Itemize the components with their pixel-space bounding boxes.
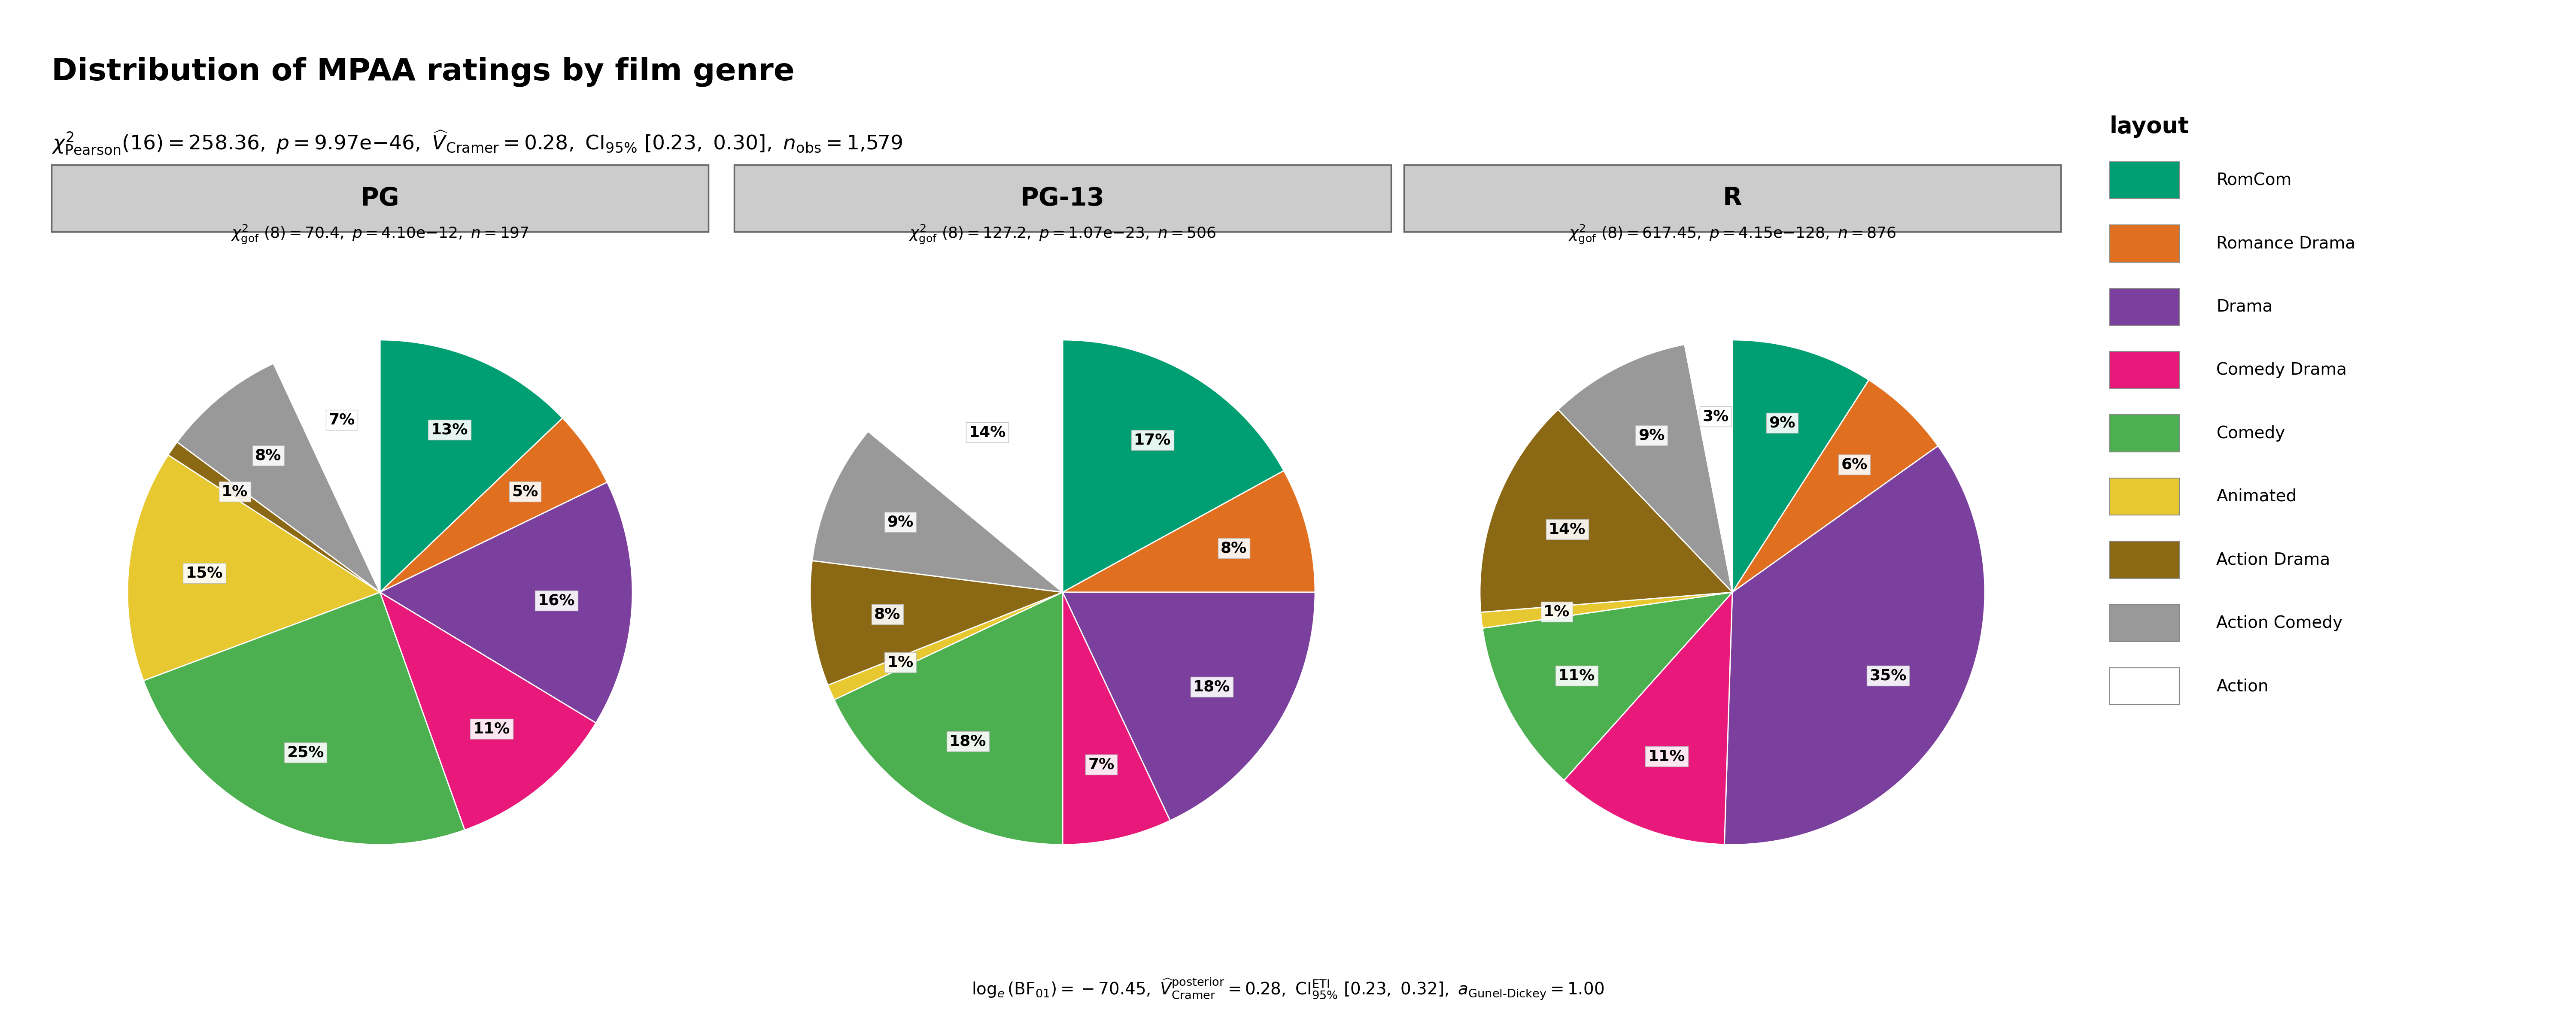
Bar — [2110, 415, 2179, 452]
Wedge shape — [379, 340, 562, 592]
Wedge shape — [273, 340, 381, 592]
Wedge shape — [868, 340, 1064, 592]
Text: PG: PG — [361, 186, 399, 210]
Bar — [2110, 288, 2179, 325]
Text: 18%: 18% — [1193, 680, 1231, 694]
Bar — [2110, 541, 2179, 578]
Text: 13%: 13% — [430, 422, 469, 437]
Text: PG-13: PG-13 — [1020, 186, 1105, 210]
Wedge shape — [811, 560, 1061, 685]
Bar — [2110, 667, 2179, 705]
Wedge shape — [835, 592, 1061, 845]
Wedge shape — [1481, 592, 1731, 628]
Text: 7%: 7% — [1087, 757, 1115, 771]
Wedge shape — [1558, 344, 1731, 592]
Bar — [2110, 351, 2179, 388]
Text: Action Comedy: Action Comedy — [2215, 615, 2342, 631]
Text: Action Drama: Action Drama — [2215, 552, 2331, 568]
Text: $\chi^2_{\mathregular{Pearson}}(16) = 258.36,$$\ p = 9.97\mathregular{e}{-46},$$: $\chi^2_{\mathregular{Pearson}}(16) = 25… — [52, 129, 902, 156]
Text: 14%: 14% — [1548, 522, 1587, 537]
Text: 1%: 1% — [222, 484, 247, 499]
Text: Animated: Animated — [2215, 488, 2298, 505]
Wedge shape — [167, 442, 381, 592]
Wedge shape — [1061, 340, 1283, 592]
Text: 11%: 11% — [1558, 668, 1595, 683]
Wedge shape — [381, 592, 595, 830]
Text: Drama: Drama — [2215, 299, 2272, 315]
Text: 9%: 9% — [886, 515, 914, 529]
Text: RomCom: RomCom — [2215, 172, 2293, 188]
Text: 15%: 15% — [185, 565, 224, 580]
Wedge shape — [381, 418, 608, 592]
Text: R: R — [1723, 186, 1741, 210]
Text: Comedy Drama: Comedy Drama — [2215, 362, 2347, 378]
Text: 35%: 35% — [1870, 668, 1906, 683]
Wedge shape — [811, 432, 1061, 592]
Wedge shape — [1731, 380, 1937, 592]
Text: layout: layout — [2110, 115, 2190, 138]
Wedge shape — [1061, 592, 1314, 821]
Wedge shape — [129, 455, 381, 681]
Text: $\log_e(\mathregular{BF}_{01}) = -70.45,$$\ \widehat{V}^{\mathregular{posterior}: $\log_e(\mathregular{BF}_{01}) = -70.45,… — [971, 976, 1605, 1001]
Text: 1%: 1% — [886, 655, 914, 670]
Text: 14%: 14% — [969, 425, 1005, 440]
Text: 3%: 3% — [1703, 409, 1728, 423]
Wedge shape — [144, 592, 464, 845]
Text: 8%: 8% — [1221, 541, 1247, 555]
Wedge shape — [1731, 340, 1868, 592]
Text: 16%: 16% — [538, 593, 574, 608]
Bar — [2110, 225, 2179, 262]
Text: 17%: 17% — [1133, 433, 1172, 447]
Text: 9%: 9% — [1770, 415, 1795, 431]
Text: Distribution of MPAA ratings by film genre: Distribution of MPAA ratings by film gen… — [52, 57, 793, 87]
Text: 8%: 8% — [255, 448, 281, 462]
Text: 8%: 8% — [873, 607, 902, 622]
Wedge shape — [1564, 592, 1731, 845]
Text: 18%: 18% — [951, 734, 987, 749]
Text: 6%: 6% — [1842, 457, 1868, 472]
Wedge shape — [178, 364, 381, 592]
Wedge shape — [381, 482, 631, 723]
Wedge shape — [1481, 592, 1731, 781]
Bar — [2110, 605, 2179, 642]
Text: 11%: 11% — [474, 722, 510, 736]
Text: 9%: 9% — [1638, 427, 1664, 443]
Text: $\chi^2_{\mathregular{gof}}\ (8) = 70.4,$$\ p = 4.10\mathregular{e}{-12},$$\ n =: $\chi^2_{\mathregular{gof}}\ (8) = 70.4,… — [232, 224, 528, 245]
Text: 5%: 5% — [513, 484, 538, 499]
Wedge shape — [1685, 340, 1734, 592]
Text: Action: Action — [2215, 678, 2269, 694]
Text: 1%: 1% — [1543, 605, 1569, 619]
Wedge shape — [1061, 592, 1170, 845]
Bar — [2110, 162, 2179, 199]
Text: $\chi^2_{\mathregular{gof}}\ (8) = 617.45,$$\ p = 4.15\mathregular{e}{-128},$$\ : $\chi^2_{\mathregular{gof}}\ (8) = 617.4… — [1569, 224, 1896, 245]
Text: 25%: 25% — [286, 745, 325, 760]
Text: 7%: 7% — [330, 412, 355, 427]
Text: Romance Drama: Romance Drama — [2215, 235, 2354, 251]
Wedge shape — [1061, 471, 1314, 592]
Text: $\chi^2_{\mathregular{gof}}\ (8) = 127.2,$$\ p = 1.07\mathregular{e}{-23},$$\ n : $\chi^2_{\mathregular{gof}}\ (8) = 127.2… — [909, 224, 1216, 245]
Wedge shape — [827, 592, 1061, 699]
Text: 11%: 11% — [1649, 749, 1685, 763]
Bar — [2110, 478, 2179, 515]
Wedge shape — [1481, 410, 1731, 612]
Wedge shape — [1723, 446, 1984, 845]
Text: Comedy: Comedy — [2215, 425, 2285, 442]
